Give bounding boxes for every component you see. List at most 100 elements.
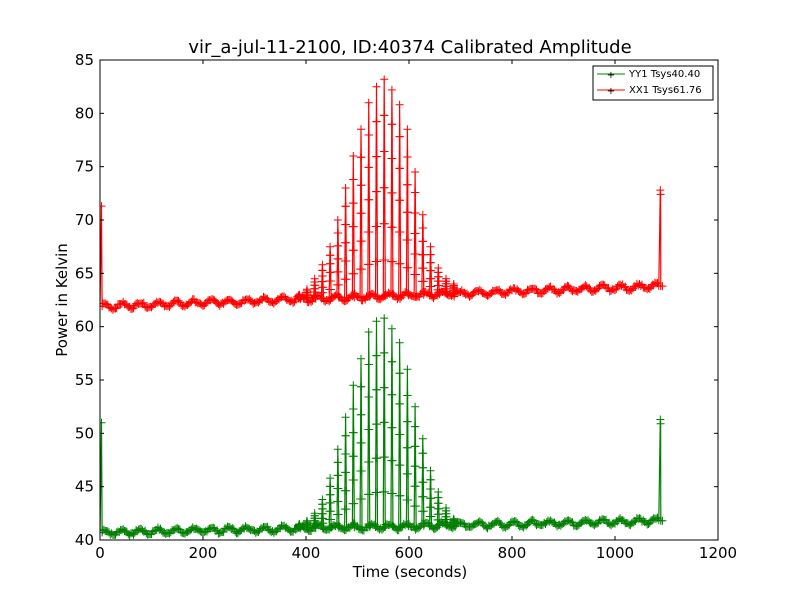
data-point [364,98,373,107]
data-point [326,490,335,499]
y-axis-label: Power in Kelvin [53,243,71,357]
data-point [342,220,350,229]
data-point [333,216,342,224]
data-point [334,523,343,532]
data-point [334,458,343,467]
data-point [326,277,335,285]
data-point [342,257,351,265]
data-point [411,482,420,491]
x-tick-label: 200 [189,544,218,562]
data-point [388,357,397,366]
data-point [658,516,667,525]
data-point [419,237,428,246]
data-point [426,242,435,251]
data-point [403,208,412,217]
legend: + YY1 Tsys40.40 + XX1 Tsys61.76 [592,65,714,101]
data-point [373,454,382,463]
legend-label-yy1: YY1 Tsys40.40 [628,69,700,80]
data-point [403,443,412,452]
data-point [388,257,397,266]
data-point [327,285,335,294]
data-point [412,270,420,279]
data-point [334,471,343,480]
series-line [100,79,663,311]
data-point [380,219,389,228]
y-tick-label: 45 [75,478,94,496]
x-tick-label: 400 [292,544,321,562]
data-point [350,269,359,278]
data-point [427,494,436,503]
data-point [404,469,413,478]
data-point [450,292,459,301]
data-point [327,515,335,524]
data-point [342,468,351,477]
legend-frame [592,65,714,101]
data-point [365,131,373,139]
data-point [174,296,183,305]
data-point [411,168,420,176]
data-point [388,120,397,129]
x-tick-label: 1200 [699,544,737,562]
legend-label-xx1: XX1 Tsys61.76 [629,85,702,96]
data-point [349,452,358,461]
data-point [443,289,451,298]
data-point [395,100,404,109]
data-point [365,195,374,204]
data-point [388,154,397,163]
data-point [365,458,374,466]
data-point [380,111,389,120]
data-point [372,385,381,394]
data-point [403,180,412,189]
data-point [531,284,540,293]
y-tick-label: 70 [75,211,94,229]
data-point [395,338,404,347]
data-point [419,463,428,472]
data-point [412,502,420,511]
data-point [411,209,420,217]
data-point [372,351,381,360]
data-point [418,434,427,443]
data-point [349,381,358,390]
data-point [357,153,366,162]
data-point [357,495,366,503]
data-point [334,497,343,506]
data-point [645,284,654,293]
data-point [326,482,335,491]
data-point [349,405,358,413]
data-point [365,228,374,236]
data-point [381,256,390,264]
data-point [334,510,343,519]
data-point [419,492,428,501]
data-point [334,241,343,250]
data-point [349,152,358,160]
data-point [395,132,404,141]
data-point [364,328,373,336]
data-point [412,291,421,300]
data-point [327,294,336,303]
chart-title: vir_a-jul-11-2100, ID:40374 Calibrated A… [188,37,631,58]
svg-text:+: + [607,70,615,81]
data-point [396,399,404,408]
data-point [419,507,428,516]
data-point [380,147,389,156]
data-point [334,280,343,289]
data-point [387,324,396,333]
y-tick-label: 50 [75,424,94,442]
data-point [419,277,428,286]
data-point [357,237,366,246]
series-line [100,318,663,537]
data-point [396,461,405,470]
data-point [349,222,358,231]
data-point [373,187,381,196]
data-point [341,431,350,440]
y-tick-label: 80 [75,104,94,122]
data-point [129,530,138,539]
data-point [388,223,397,232]
data-point [627,286,636,295]
data-point [426,485,435,493]
data-point [419,250,428,259]
data-point [357,125,365,134]
data-point [427,282,436,291]
data-point [357,438,366,447]
